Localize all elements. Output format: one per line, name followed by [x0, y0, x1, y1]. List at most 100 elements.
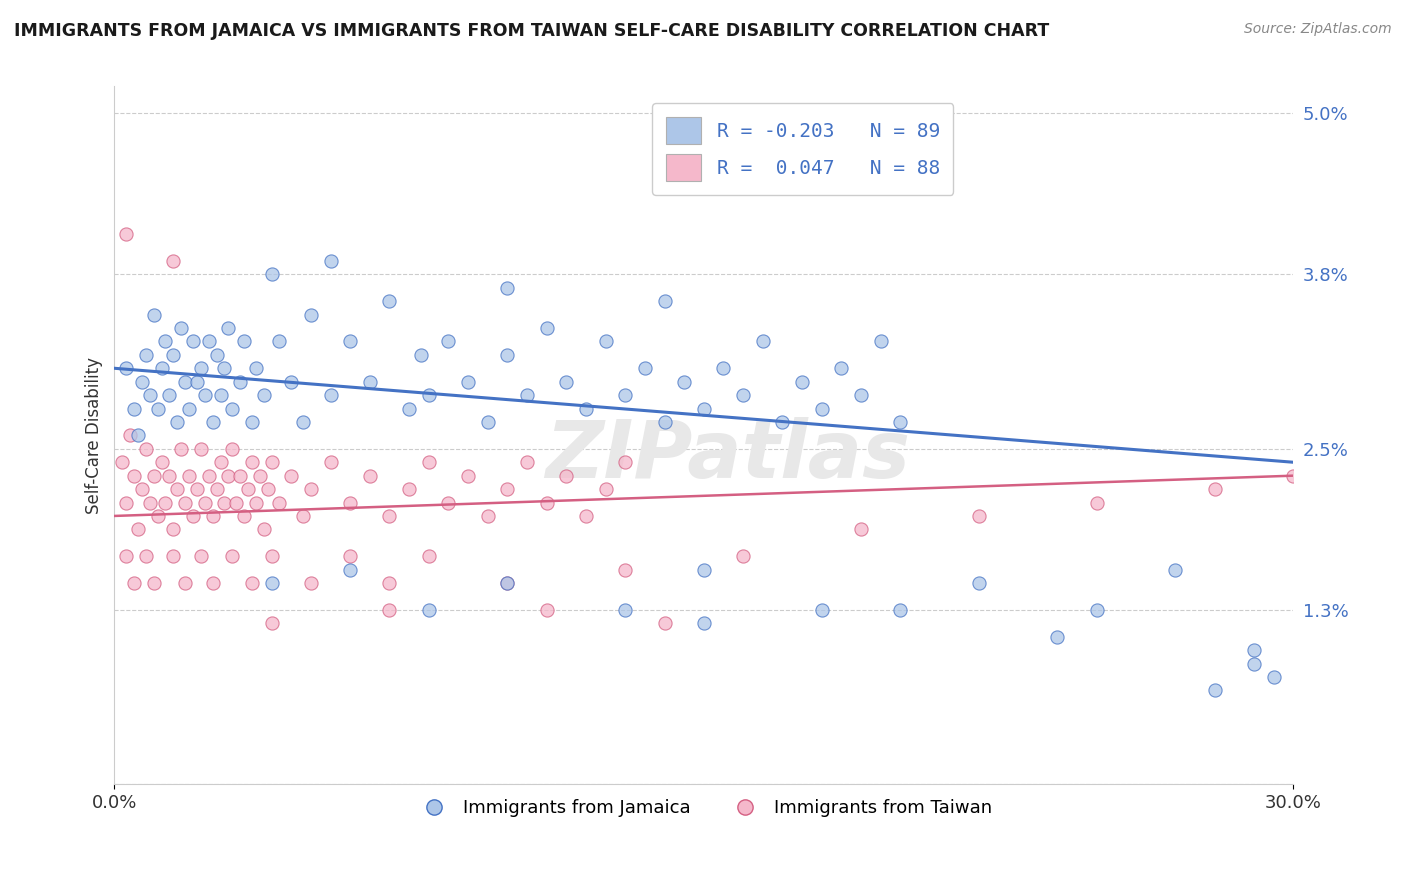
- Point: [155, 495, 177, 509]
- Point: [536, 603, 558, 617]
- Point: [1243, 657, 1265, 671]
- Point: [713, 361, 735, 376]
- Point: [1282, 468, 1305, 483]
- Point: [205, 482, 228, 496]
- Point: [209, 388, 232, 402]
- Point: [177, 401, 200, 416]
- Point: [654, 415, 676, 429]
- Point: [889, 603, 911, 617]
- Point: [555, 375, 578, 389]
- Point: [1263, 670, 1285, 684]
- Point: [1204, 482, 1226, 496]
- Point: [693, 616, 716, 631]
- Point: [418, 603, 440, 617]
- Point: [146, 508, 169, 523]
- Point: [496, 576, 519, 591]
- Point: [194, 495, 217, 509]
- Point: [150, 455, 173, 469]
- Point: [595, 482, 617, 496]
- Point: [319, 388, 342, 402]
- Point: [516, 388, 538, 402]
- Point: [269, 334, 291, 349]
- Point: [150, 361, 173, 376]
- Point: [201, 508, 224, 523]
- Point: [437, 495, 460, 509]
- Point: [253, 522, 276, 536]
- Point: [1046, 630, 1069, 644]
- Point: [221, 549, 243, 564]
- Point: [260, 455, 283, 469]
- Point: [339, 563, 361, 577]
- Point: [135, 549, 157, 564]
- Point: [260, 576, 283, 591]
- Point: [359, 468, 381, 483]
- Point: [142, 468, 165, 483]
- Text: IMMIGRANTS FROM JAMAICA VS IMMIGRANTS FROM TAIWAN SELF-CARE DISABILITY CORRELATI: IMMIGRANTS FROM JAMAICA VS IMMIGRANTS FR…: [14, 22, 1049, 40]
- Point: [229, 375, 252, 389]
- Point: [752, 334, 775, 349]
- Point: [115, 549, 138, 564]
- Point: [673, 375, 696, 389]
- Point: [555, 468, 578, 483]
- Point: [131, 482, 153, 496]
- Point: [221, 401, 243, 416]
- Text: ZIPatlas: ZIPatlas: [546, 417, 910, 495]
- Y-axis label: Self-Care Disability: Self-Care Disability: [86, 357, 103, 514]
- Point: [359, 375, 381, 389]
- Point: [339, 549, 361, 564]
- Point: [319, 253, 342, 268]
- Point: [214, 495, 236, 509]
- Point: [595, 334, 617, 349]
- Point: [693, 401, 716, 416]
- Point: [280, 375, 302, 389]
- Point: [122, 576, 145, 591]
- Point: [889, 415, 911, 429]
- Point: [733, 549, 755, 564]
- Point: [614, 563, 637, 577]
- Point: [418, 388, 440, 402]
- Point: [418, 455, 440, 469]
- Point: [245, 361, 267, 376]
- Point: [299, 308, 322, 322]
- Point: [733, 388, 755, 402]
- Point: [249, 468, 271, 483]
- Point: [122, 468, 145, 483]
- Point: [810, 603, 832, 617]
- Point: [170, 321, 193, 335]
- Point: [398, 401, 420, 416]
- Point: [122, 401, 145, 416]
- Point: [162, 253, 184, 268]
- Point: [1204, 683, 1226, 698]
- Point: [269, 495, 291, 509]
- Point: [177, 468, 200, 483]
- Point: [575, 401, 598, 416]
- Point: [1243, 643, 1265, 657]
- Point: [240, 576, 263, 591]
- Point: [299, 482, 322, 496]
- Point: [190, 442, 212, 456]
- Point: [967, 576, 990, 591]
- Point: [229, 468, 252, 483]
- Point: [292, 415, 315, 429]
- Point: [190, 549, 212, 564]
- Point: [457, 468, 479, 483]
- Point: [614, 388, 637, 402]
- Point: [209, 455, 232, 469]
- Point: [245, 495, 267, 509]
- Point: [205, 348, 228, 362]
- Point: [197, 334, 219, 349]
- Point: [217, 468, 239, 483]
- Point: [967, 508, 990, 523]
- Point: [575, 508, 598, 523]
- Point: [496, 482, 519, 496]
- Point: [614, 455, 637, 469]
- Point: [292, 508, 315, 523]
- Point: [135, 348, 157, 362]
- Point: [157, 388, 180, 402]
- Point: [181, 334, 204, 349]
- Point: [157, 468, 180, 483]
- Point: [1164, 563, 1187, 577]
- Point: [280, 468, 302, 483]
- Point: [225, 495, 247, 509]
- Point: [155, 334, 177, 349]
